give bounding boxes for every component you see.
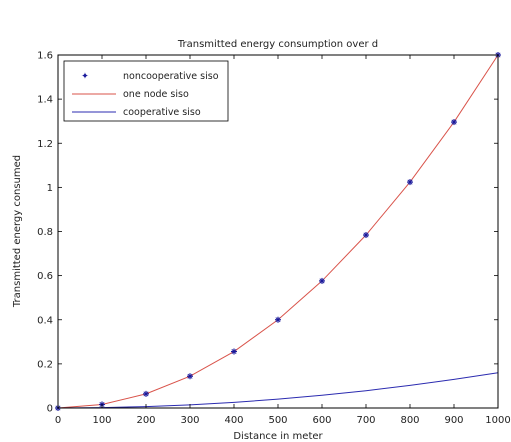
series-noncooperative-siso-point <box>231 348 237 355</box>
series-noncooperative-siso-point <box>451 119 457 126</box>
x-tick-label: 100 <box>92 415 111 426</box>
x-tick-label: 400 <box>224 415 243 426</box>
y-tick-label: 0.4 <box>37 315 53 326</box>
legend-label-noncooperative: noncooperative siso <box>123 71 219 82</box>
legend-marker-star: ✦ <box>81 71 89 82</box>
legend-box <box>63 60 229 122</box>
x-tick-label: 500 <box>268 415 287 426</box>
x-tick-label: 600 <box>312 415 331 426</box>
y-tick-label: 1 <box>47 183 53 194</box>
chart-title: Transmitted energy consumption over d <box>177 39 378 50</box>
y-tick-label: 1.2 <box>37 139 53 150</box>
series-noncooperative-siso-point <box>187 373 193 380</box>
x-axis-label: Distance in meter <box>233 431 323 442</box>
x-tick-label: 1000 <box>485 415 510 426</box>
y-tick-label: 0.2 <box>37 359 53 370</box>
legend: ✦ noncooperative siso one node siso coop… <box>63 60 229 122</box>
y-axis: 0 0.2 0.4 0.6 0.8 1 1.2 1.4 1.6 <box>37 51 498 415</box>
legend-label-one-node: one node siso <box>123 89 189 100</box>
y-tick-label: 0 <box>47 404 53 415</box>
x-tick-label: 900 <box>444 415 463 426</box>
x-tick-label: 700 <box>356 415 375 426</box>
series-noncooperative-siso-point <box>319 277 325 284</box>
x-axis: 0 100 200 300 400 500 600 700 800 900 1000 <box>55 55 511 426</box>
series-noncooperative-siso-point <box>407 179 413 186</box>
x-tick-label: 0 <box>55 415 61 426</box>
series-noncooperative-siso-point <box>275 316 281 323</box>
series-noncooperative-siso-point <box>143 390 149 397</box>
x-tick-label: 200 <box>136 415 155 426</box>
series-noncooperative-siso-point <box>363 232 369 239</box>
legend-label-cooperative: cooperative siso <box>123 107 201 118</box>
x-tick-label: 800 <box>400 415 419 426</box>
y-tick-label: 0.6 <box>37 271 53 282</box>
y-tick-label: 1.4 <box>37 95 53 106</box>
series-cooperative-siso-line <box>57 372 499 409</box>
x-tick-label: 300 <box>180 415 199 426</box>
y-axis-label: Transmitted energy consumed <box>12 155 23 308</box>
y-tick-label: 0.8 <box>37 227 53 238</box>
y-tick-label: 1.6 <box>37 51 53 62</box>
